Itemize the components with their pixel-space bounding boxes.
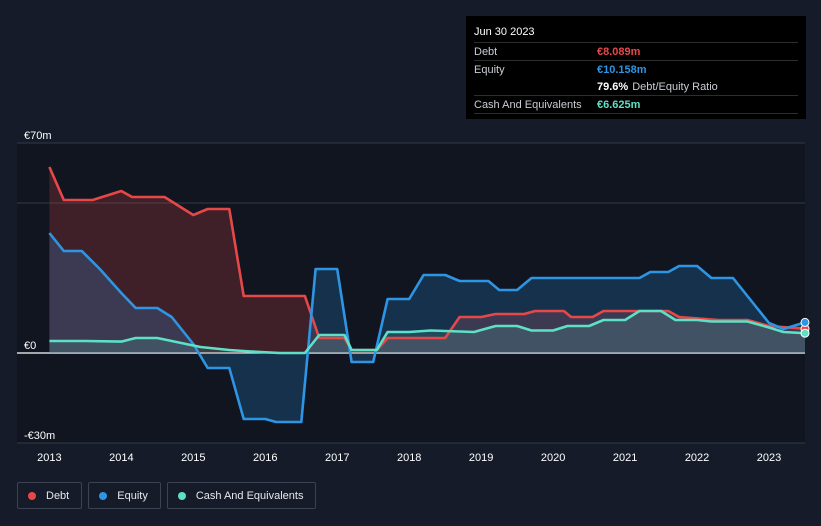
x-tick-label: 2020 xyxy=(541,452,565,464)
y-tick-label: -€30m xyxy=(24,430,55,442)
tooltip-ratio-label: Debt/Equity Ratio xyxy=(632,80,718,93)
legend-item-cash[interactable]: Cash And Equivalents xyxy=(166,482,317,509)
x-tick-label: 2022 xyxy=(685,452,709,464)
tooltip-equity-value: €10.158m xyxy=(597,63,647,76)
tooltip-cash-row: Cash And Equivalents €6.625m xyxy=(474,95,798,114)
data-tooltip: Jun 30 2023 Debt €8.089m Equity €10.158m… xyxy=(466,16,806,119)
tooltip-cash-value: €6.625m xyxy=(597,98,641,111)
legend-debt-label: Debt xyxy=(46,489,70,502)
chart-grid xyxy=(17,142,805,444)
area-debt xyxy=(49,167,805,353)
tooltip-equity-row: Equity €10.158m xyxy=(474,60,798,78)
legend-cash-dot-icon xyxy=(177,491,186,500)
end-marker-equity xyxy=(800,317,810,327)
tooltip-debt-label: Debt xyxy=(474,45,498,58)
legend-equity-dot-icon xyxy=(99,491,108,500)
legend-equity-label: Equity xyxy=(117,489,148,502)
x-tick-label: 2014 xyxy=(109,452,133,464)
x-tick-label: 2016 xyxy=(253,452,277,464)
tooltip-date: Jun 30 2023 xyxy=(474,26,535,38)
legend-item-equity[interactable]: Equity xyxy=(88,482,161,509)
x-tick-label: 2013 xyxy=(37,452,61,464)
line-cash-and-equivalents xyxy=(49,309,806,355)
tooltip-debt-row: Debt €8.089m xyxy=(474,42,798,60)
y-tick-label: €0 xyxy=(24,340,36,352)
chart-legend: Debt Equity Cash And Equivalents xyxy=(17,482,317,509)
x-tick-label: 2023 xyxy=(757,452,781,464)
end-marker-cash-and-equivalents xyxy=(800,328,810,338)
tooltip-debt-value: €8.089m xyxy=(597,45,641,58)
y-tick-label: €70m xyxy=(24,130,52,142)
tooltip-ratio-row: 79.6% Debt/Equity Ratio xyxy=(474,78,798,95)
tooltip-ratio-value: 79.6% xyxy=(597,80,629,93)
area-equity xyxy=(49,233,805,422)
x-tick-label: 2018 xyxy=(397,452,421,464)
chart-axes: €70m €0 -€30m 2013 2014 2015 2016 2017 2018 2019 2… xyxy=(24,130,781,464)
chart-lines xyxy=(48,166,806,424)
tooltip-cash-label: Cash And Equivalents xyxy=(474,98,582,111)
line-equity xyxy=(48,232,806,424)
tooltip-equity-label: Equity xyxy=(474,63,505,76)
x-tick-label: 2017 xyxy=(325,452,349,464)
x-tick-label: 2015 xyxy=(181,452,205,464)
legend-cash-label: Cash And Equivalents xyxy=(195,489,304,502)
x-tick-label: 2021 xyxy=(613,452,637,464)
legend-debt-dot-icon xyxy=(28,491,36,500)
legend-item-debt[interactable]: Debt xyxy=(17,482,83,509)
plot-background xyxy=(17,143,805,443)
chart-end-markers xyxy=(800,317,810,338)
x-tick-label: 2019 xyxy=(469,452,493,464)
